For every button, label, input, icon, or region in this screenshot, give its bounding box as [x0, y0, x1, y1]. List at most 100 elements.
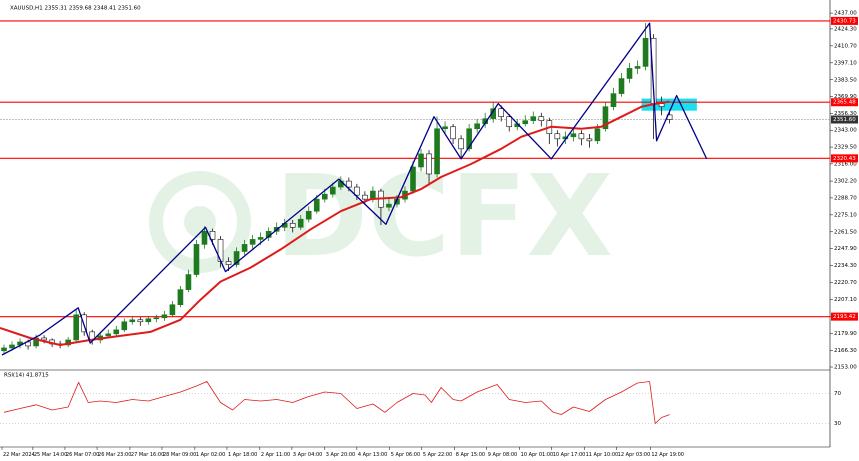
candle-body: [129, 319, 136, 323]
rsi-tick-label: 30: [834, 421, 841, 427]
y-tick-label: 2153.00: [834, 365, 857, 371]
level-label: 2193.42: [833, 314, 856, 320]
rsi-tick-label: 70: [834, 391, 841, 397]
candle-body: [201, 231, 208, 245]
y-tick-label: 2369.90: [834, 94, 857, 100]
candle-body: [113, 329, 120, 335]
y-tick-label: 2302.20: [834, 179, 857, 185]
y-tick-label: 2343.00: [834, 128, 857, 134]
candle-body: [458, 138, 464, 150]
y-tick-label: 2383.50: [834, 77, 857, 83]
candle-body: [313, 198, 320, 212]
rsi-line: [3, 381, 670, 424]
y-tick-label: 2410.70: [834, 43, 857, 49]
candle-body: [570, 133, 577, 138]
y-tick-label: 2316.00: [834, 161, 857, 167]
x-tick-label: 26 Mar 23:00: [98, 452, 131, 458]
candle-body: [410, 166, 416, 192]
x-tick-label: 27 Mar 16:00: [131, 452, 164, 458]
candle-body: [522, 120, 529, 125]
candle-body: [161, 314, 168, 319]
level-label: 2351.60: [833, 117, 856, 123]
x-tick-label: 12 Apr 19:00: [651, 452, 684, 458]
candle-body: [626, 68, 633, 79]
y-tick-label: 2166.30: [834, 348, 857, 354]
y-tick-label: 2424.30: [834, 26, 857, 32]
y-tick-label: 2261.50: [834, 229, 857, 235]
candle-body: [538, 116, 545, 121]
candle-body: [594, 128, 601, 142]
level-label: 2430.73: [833, 18, 856, 24]
candle-body: [602, 106, 609, 130]
candle-body: [1, 347, 7, 352]
x-tick-label: 28 Mar 09:00: [163, 452, 196, 458]
candle-body: [642, 37, 649, 67]
candle-body: [634, 66, 641, 69]
x-tick-label: 4 Apr 13:00: [358, 452, 387, 458]
y-tick-label: 2234.30: [834, 263, 857, 269]
moving-average: [0, 100, 670, 346]
candle-body: [41, 337, 47, 341]
y-tick-label: 2207.10: [834, 297, 857, 303]
candle-body: [297, 218, 304, 228]
candle-body: [450, 126, 456, 140]
zigzag: [1, 22, 708, 356]
y-tick-label: 2220.70: [834, 280, 857, 286]
level-label-box: [831, 98, 858, 107]
x-tick-label: 1 Apr 02:00: [196, 452, 225, 458]
x-tick-label: 8 Apr 15:00: [456, 452, 485, 458]
y-tick-label: 2397.10: [834, 60, 857, 66]
candle-body: [81, 314, 88, 333]
candle-body: [241, 244, 248, 252]
candle-body: [193, 244, 200, 275]
candle-body: [498, 108, 505, 117]
watermark-logo: [149, 171, 251, 273]
header: XAUUSD,H1 2355.31 2359.68 2348.41 2351.6…: [10, 6, 141, 12]
candle-body: [225, 261, 232, 265]
candle-body: [618, 78, 625, 94]
candle-body: [257, 237, 264, 240]
candle-body: [386, 203, 392, 208]
watermark: DCFX: [275, 152, 613, 282]
y-tick-label: 2179.90: [834, 331, 857, 337]
candle-body: [426, 153, 432, 175]
y-tick-label: 2437.00: [834, 11, 857, 17]
x-tick-label: 26 Mar 07:00: [66, 452, 99, 458]
x-tick-label: 5 Apr 06:00: [391, 452, 420, 458]
level-label-box: [831, 16, 858, 25]
x-tick-label: 2 Apr 11:00: [261, 452, 290, 458]
level-label: 2320.43: [833, 156, 856, 162]
y-tick-label: 2356.30: [834, 111, 857, 117]
x-tick-label: 10 Apr 17:00: [553, 452, 586, 458]
candle-body: [169, 304, 176, 316]
candle-body: [73, 314, 79, 341]
candle-body: [9, 344, 15, 349]
candle-body: [289, 223, 296, 228]
x-tick-label: 3 Apr 04:00: [293, 452, 322, 458]
candle-body: [610, 93, 617, 107]
candle-body: [434, 128, 440, 175]
candle-body: [474, 123, 480, 130]
candle-body: [177, 289, 184, 306]
level-label: 2365.48: [833, 100, 856, 106]
watermark-logo-dot: [184, 206, 216, 238]
candle-body: [354, 186, 360, 196]
candle-body: [466, 128, 472, 150]
x-tick-label: 10 Apr 01:00: [521, 452, 554, 458]
candle-body: [442, 126, 448, 130]
x-tick-label: 3 Apr 20:00: [326, 452, 355, 458]
candle-body: [530, 116, 537, 121]
level-label-box: [831, 115, 858, 124]
candle-body: [506, 116, 513, 128]
candle-body: [233, 251, 240, 265]
level-label-box: [831, 154, 858, 163]
candle-body: [330, 186, 336, 195]
x-tick-label: 11 Apr 10:00: [586, 452, 619, 458]
candle-body: [249, 239, 256, 245]
x-tick-label: 22 Mar 2024: [3, 452, 35, 458]
candle-body: [137, 319, 144, 323]
candle-body: [121, 321, 128, 331]
level-label-box: [831, 312, 858, 321]
